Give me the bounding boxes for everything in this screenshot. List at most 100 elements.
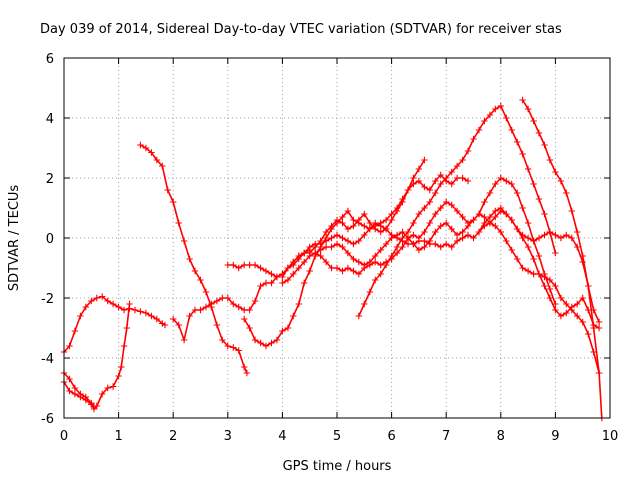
data-point — [426, 219, 433, 227]
data-point — [508, 180, 515, 188]
y-tick-label: 6 — [46, 52, 54, 67]
data-point — [393, 243, 401, 251]
data-point — [246, 261, 253, 269]
data-point — [377, 270, 384, 278]
data-point — [317, 246, 324, 254]
data-point — [82, 303, 89, 311]
data-point — [350, 222, 357, 230]
y-tick-label: -4 — [41, 352, 54, 367]
data-point — [459, 234, 466, 242]
data-point — [290, 258, 297, 266]
data-point — [415, 234, 423, 242]
data-point — [568, 234, 575, 242]
data-point — [546, 228, 554, 236]
data-point — [388, 210, 395, 218]
x-tick-label: 8 — [497, 429, 505, 444]
data-point — [88, 399, 95, 407]
data-point — [312, 240, 319, 248]
data-point — [284, 324, 292, 332]
data-point — [290, 312, 297, 320]
data-point — [71, 327, 79, 335]
data-point — [404, 234, 412, 242]
data-point — [120, 342, 128, 350]
data-point — [344, 225, 352, 233]
data-point — [262, 342, 270, 350]
data-point — [432, 189, 439, 197]
y-axis-label: SDTVAR / TECUs — [7, 185, 22, 292]
data-point — [388, 252, 395, 260]
data-point — [82, 393, 89, 401]
data-point — [585, 330, 592, 338]
data-point — [295, 264, 302, 272]
data-point — [492, 222, 499, 230]
data-point — [399, 243, 406, 251]
data-point — [410, 219, 417, 227]
data-point — [322, 228, 330, 236]
data-point — [377, 261, 384, 269]
data-point — [235, 347, 242, 354]
data-point — [595, 324, 603, 332]
data-point — [410, 240, 417, 248]
data-point — [497, 228, 504, 236]
data-point — [486, 189, 494, 197]
data-point — [322, 243, 330, 251]
data-point — [202, 303, 210, 311]
y-tick-label: 0 — [46, 232, 54, 247]
x-tick-label: 5 — [333, 429, 341, 444]
data-point — [410, 231, 417, 239]
series-track-m — [519, 96, 605, 422]
data-point — [437, 243, 444, 251]
data-point — [279, 273, 286, 281]
data-point — [251, 261, 259, 269]
data-point — [246, 306, 253, 314]
data-point — [322, 258, 330, 266]
data-point — [453, 231, 461, 239]
data-point — [301, 279, 308, 287]
data-point — [241, 363, 248, 371]
data-point — [99, 390, 106, 398]
y-tick-label: 4 — [46, 112, 54, 127]
data-point — [88, 297, 95, 305]
data-point — [503, 177, 510, 185]
data-point — [585, 282, 592, 290]
data-point — [481, 213, 488, 221]
data-point — [243, 369, 251, 377]
y-tick-label: -2 — [41, 292, 54, 307]
data-point — [77, 312, 84, 320]
data-point — [464, 177, 472, 185]
data-point — [224, 294, 231, 302]
data-point — [415, 246, 423, 254]
x-tick-label: 9 — [551, 429, 559, 444]
data-point — [104, 297, 111, 305]
data-point — [197, 276, 204, 284]
data-point — [524, 219, 532, 227]
data-point — [306, 243, 313, 251]
data-point — [393, 249, 401, 257]
data-point — [208, 300, 215, 308]
data-point — [497, 204, 504, 212]
data-point — [530, 180, 537, 188]
data-point — [524, 234, 532, 242]
data-point — [514, 255, 521, 263]
data-point — [492, 105, 499, 113]
data-point — [382, 225, 390, 233]
data-point — [595, 318, 603, 326]
series-line — [63, 303, 131, 410]
data-point — [115, 372, 122, 380]
data-point — [175, 321, 182, 329]
data-point — [552, 168, 559, 176]
data-point — [366, 288, 373, 296]
data-point — [546, 285, 554, 293]
data-point — [421, 204, 428, 212]
data-point — [535, 234, 543, 242]
data-point — [546, 156, 554, 164]
data-point — [541, 231, 548, 239]
data-point — [137, 308, 144, 315]
data-point — [486, 111, 494, 119]
data-point — [175, 219, 182, 227]
data-point — [557, 294, 565, 302]
data-point — [142, 144, 150, 152]
data-point — [432, 177, 439, 185]
data-point — [279, 279, 286, 287]
data-point — [421, 237, 428, 245]
